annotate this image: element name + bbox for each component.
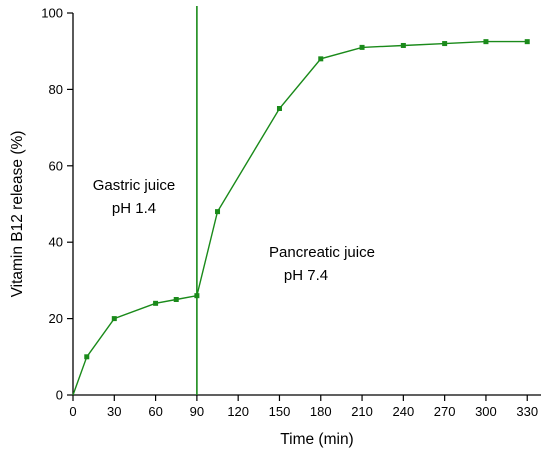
y-tick-label: 100 xyxy=(41,6,63,21)
data-point xyxy=(524,39,530,45)
data-markers xyxy=(84,39,530,360)
y-tick-label: 0 xyxy=(56,388,63,403)
x-tick-label: 300 xyxy=(475,404,497,419)
x-axis-label: Time (min) xyxy=(280,431,353,448)
x-tick-label: 240 xyxy=(393,404,415,419)
data-point xyxy=(276,106,282,111)
x-tick-label: 90 xyxy=(190,404,204,419)
y-tick-label: 80 xyxy=(49,82,63,97)
x-tick-label: 0 xyxy=(69,404,76,419)
x-tick-label: 30 xyxy=(107,404,121,419)
pancreatic-juice-label: Pancreatic juice xyxy=(269,244,375,261)
data-point xyxy=(442,41,448,47)
data-point xyxy=(400,42,406,48)
x-tick-label: 150 xyxy=(269,404,291,419)
x-tick-label: 60 xyxy=(148,404,162,419)
y-tick-label: 60 xyxy=(49,158,63,173)
y-axis-label: Vitamin B12 release (%) xyxy=(9,131,26,298)
x-tick-label: 120 xyxy=(227,404,249,419)
series-line xyxy=(72,40,528,396)
data-point xyxy=(84,354,90,360)
y-tick-label: 20 xyxy=(49,311,63,326)
data-point xyxy=(111,316,117,322)
gastric-juice-label: Gastric juice xyxy=(93,177,176,194)
axes xyxy=(72,13,541,396)
data-point xyxy=(173,297,179,302)
x-ticks: 0 30 60 90 120 150 180 210 240 270 300 330 xyxy=(69,395,538,419)
data-point xyxy=(153,300,159,306)
y-ticks: 0 20 40 60 80 100 xyxy=(41,6,73,403)
gastric-ph-label: pH 1.4 xyxy=(112,200,156,217)
data-point xyxy=(318,56,324,62)
data-point xyxy=(194,293,200,299)
data-point xyxy=(215,209,221,215)
pancreatic-ph-label: pH 7.4 xyxy=(284,267,328,284)
data-point xyxy=(359,44,365,50)
y-tick-label: 40 xyxy=(49,235,63,250)
data-point xyxy=(483,39,489,45)
x-tick-label: 330 xyxy=(516,404,538,419)
x-tick-label: 210 xyxy=(351,404,373,419)
x-tick-label: 270 xyxy=(434,404,456,419)
x-tick-label: 180 xyxy=(310,404,332,419)
